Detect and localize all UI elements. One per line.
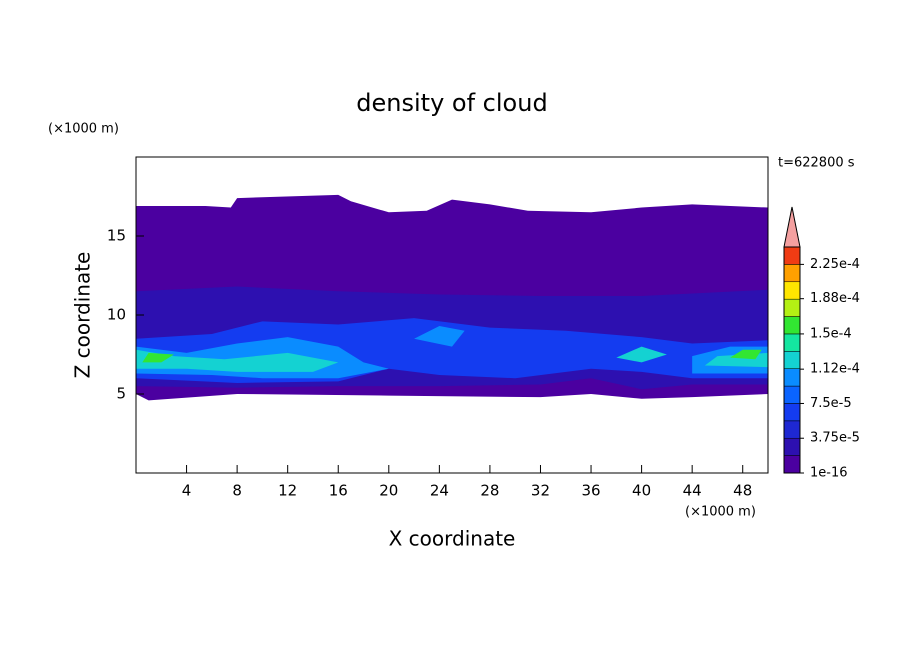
colorbar-bin <box>783 455 801 474</box>
time-label: t=622800 s <box>778 156 855 171</box>
x-axis-label: X coordinate <box>389 527 516 551</box>
colorbar-bin <box>783 351 801 369</box>
colorbar-tick-label: 1.88e-4 <box>810 291 860 306</box>
y-tick-label: 5 <box>116 385 126 403</box>
contour-field <box>136 194 768 401</box>
x-tick-label: 44 <box>683 482 702 500</box>
x-tick-label: 36 <box>581 482 600 500</box>
colorbar-tick-label: 1.5e-4 <box>810 326 852 341</box>
x-unit: (×1000 m) <box>685 505 756 520</box>
colorbar-tick-label: 1e-16 <box>810 466 848 481</box>
colorbar-bin <box>783 420 801 439</box>
colorbar-bin <box>783 437 801 456</box>
y-tick-label: 10 <box>107 306 126 324</box>
x-tick-label: 32 <box>531 482 550 500</box>
colorbar-bin <box>783 246 801 265</box>
colorbar-bin <box>783 385 801 404</box>
colorbar-tick-label: 2.25e-4 <box>810 257 860 272</box>
contour-region <box>142 352 174 363</box>
x-tick-label: 4 <box>182 482 192 500</box>
chart-title: density of cloud <box>356 89 547 117</box>
x-tick-label: 16 <box>329 482 348 500</box>
colorbar-frame <box>783 246 801 474</box>
colorbar-bin <box>783 316 801 335</box>
colorbar-bin <box>783 298 801 317</box>
contour-region <box>414 326 465 347</box>
x-tick-label: 20 <box>379 482 398 500</box>
contour-region <box>730 349 762 360</box>
y-unit: (×1000 m) <box>48 122 119 137</box>
y-axis-label: Z coordinate <box>71 252 95 379</box>
colorbar-bin <box>783 368 801 387</box>
colorbar-bin <box>783 281 801 300</box>
contour-region <box>136 349 339 372</box>
colorbar-tick-label: 3.75e-5 <box>810 431 860 446</box>
y-tick-label: 15 <box>107 227 126 245</box>
contour-region <box>616 346 667 363</box>
x-tick-label: 28 <box>480 482 499 500</box>
x-tick-label: 12 <box>278 482 297 500</box>
colorbar-bin <box>783 403 801 422</box>
x-tick-label: 40 <box>632 482 651 500</box>
x-tick-label: 8 <box>232 482 242 500</box>
colorbar-bin <box>783 264 801 283</box>
colorbar-tick-label: 1.12e-4 <box>810 362 860 377</box>
x-tick-label: 24 <box>430 482 449 500</box>
colorbar-tick-label: 7.5e-5 <box>810 396 852 411</box>
colorbar-bin <box>783 333 801 352</box>
x-tick-label: 48 <box>733 482 752 500</box>
